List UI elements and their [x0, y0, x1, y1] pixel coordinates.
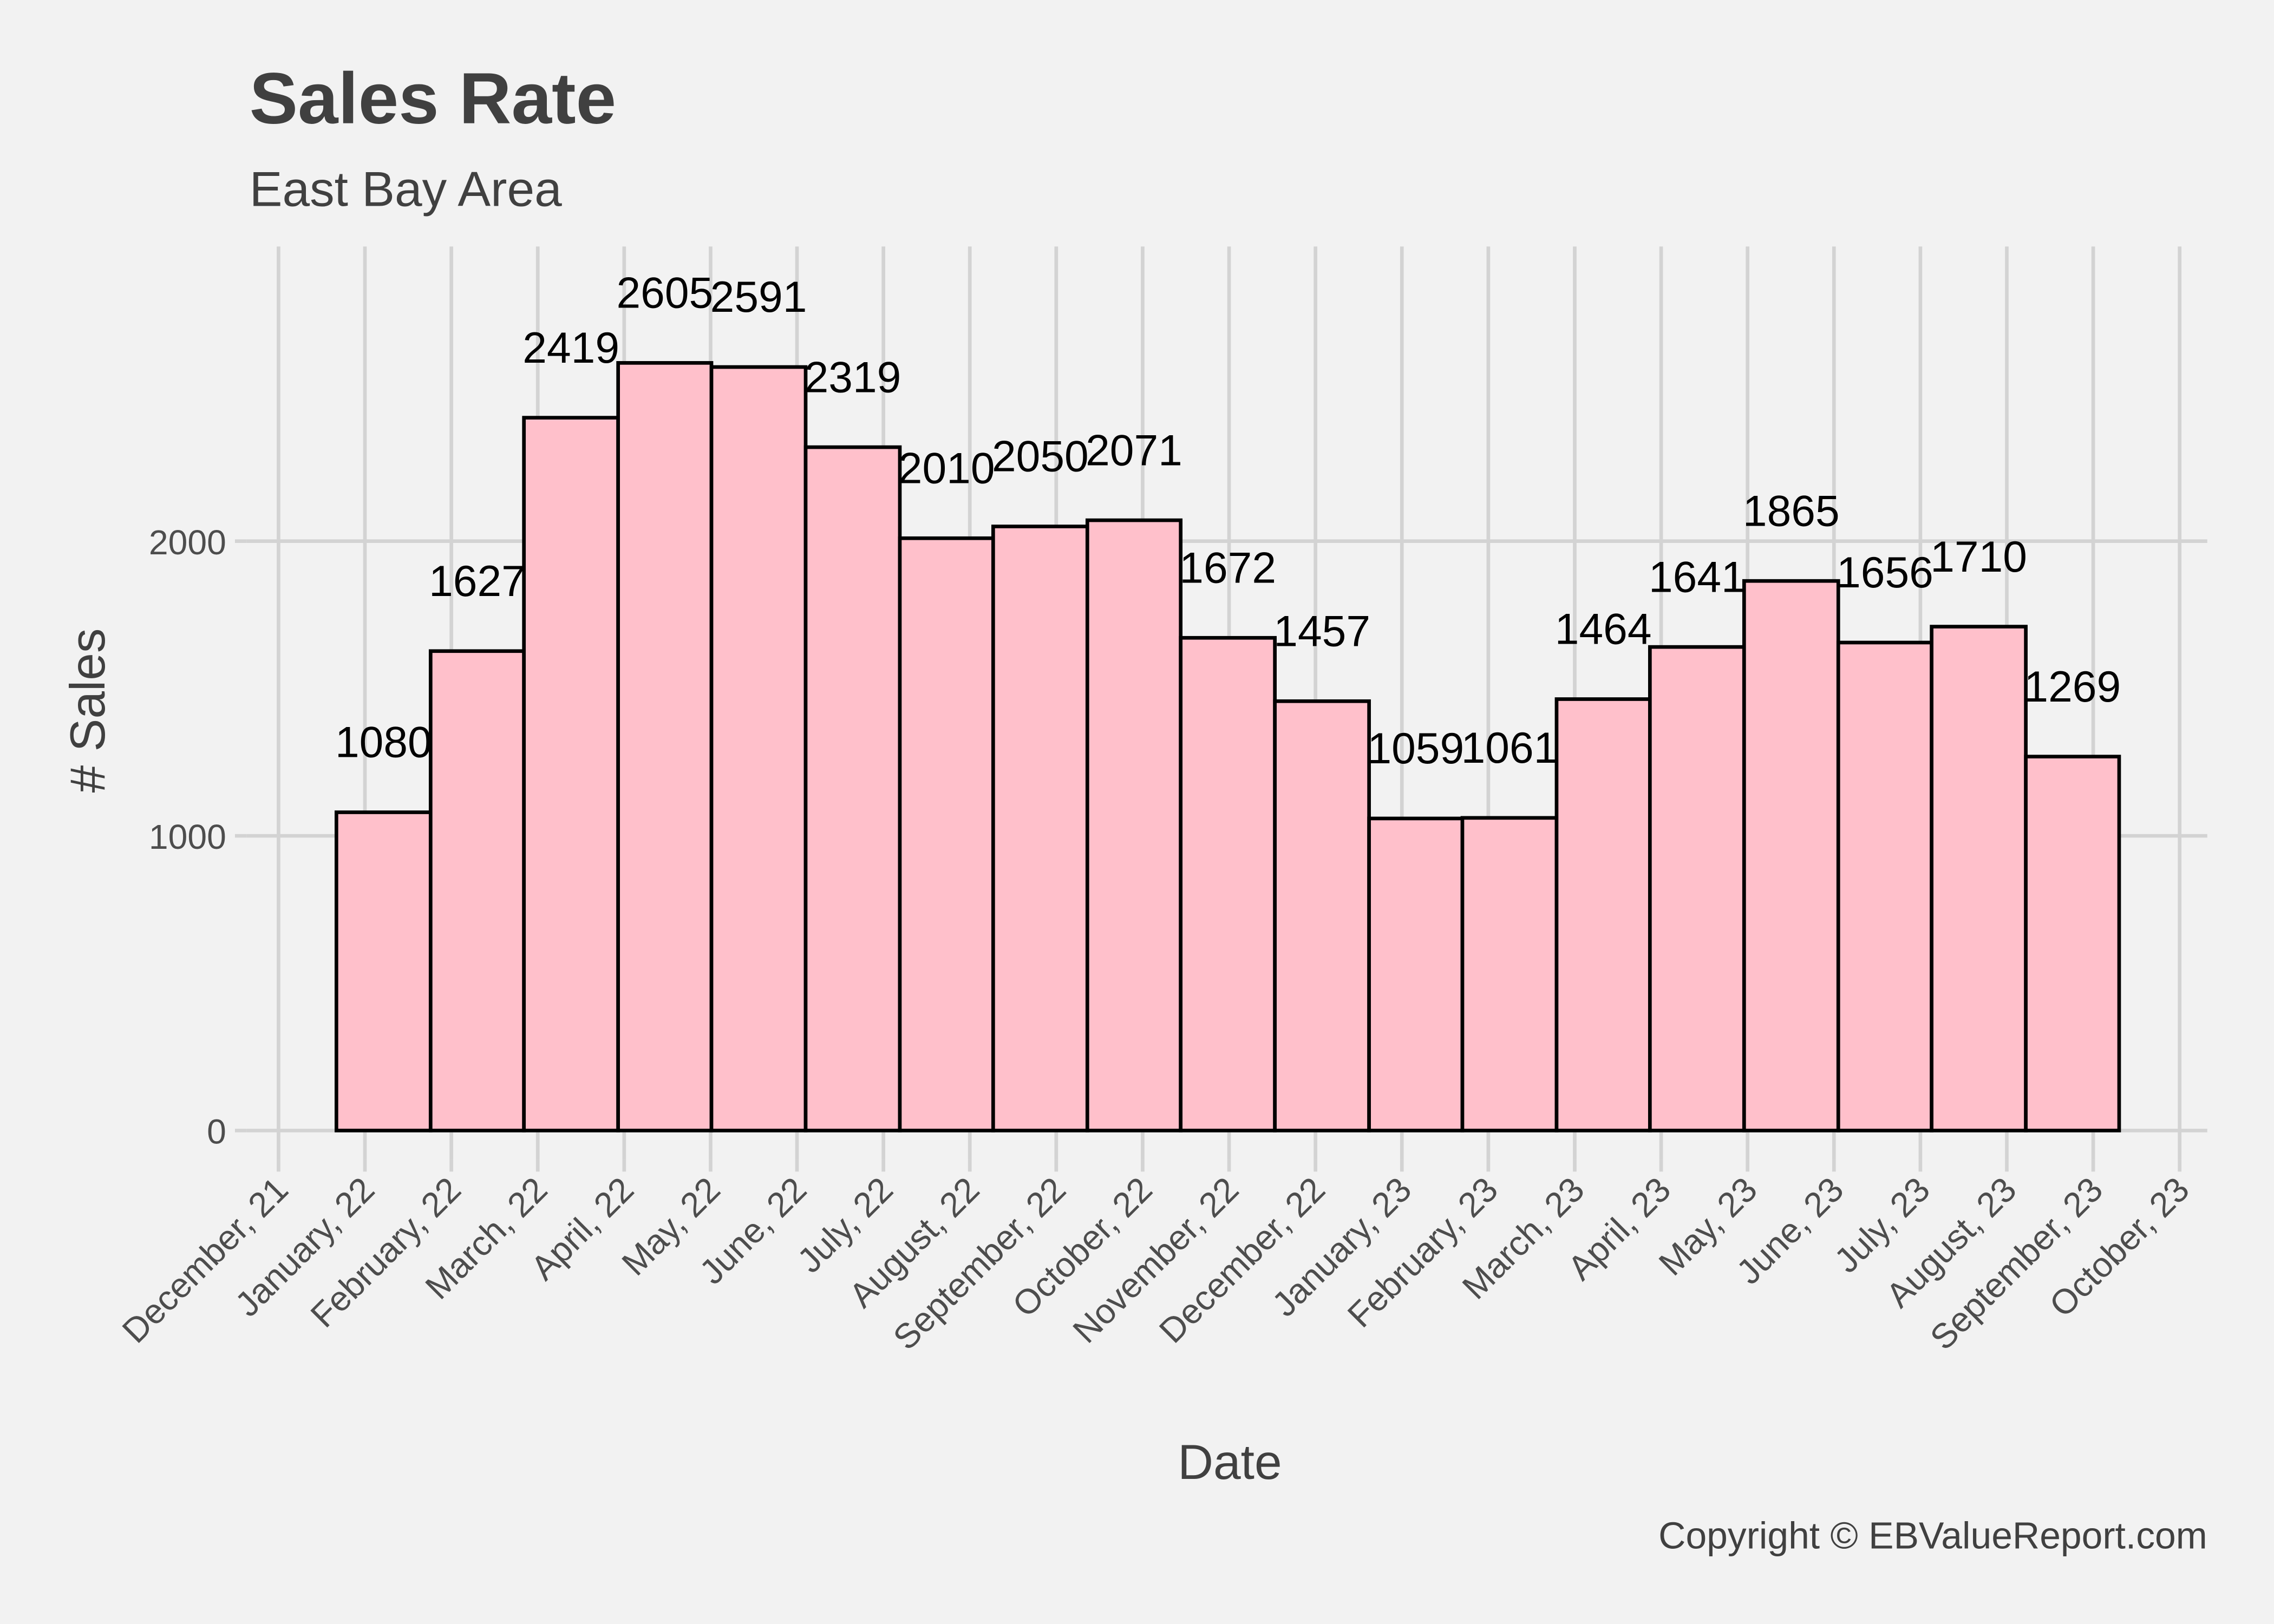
bar: [1930, 625, 2028, 1132]
bar: [1085, 518, 1183, 1132]
data-label: 2010: [898, 444, 995, 493]
bar: [709, 365, 808, 1132]
bar: [803, 445, 902, 1132]
bar: [898, 536, 995, 1132]
y-tick-label: 1000: [149, 817, 226, 856]
bar: [991, 525, 1089, 1132]
data-label: 1080: [335, 718, 432, 767]
y-tick-label: 2000: [149, 523, 226, 562]
data-label: 1656: [1837, 548, 1933, 597]
data-label: 2591: [710, 273, 807, 322]
data-label: 2605: [616, 269, 713, 318]
y-tick-label: 0: [207, 1112, 226, 1151]
bar: [1367, 816, 1465, 1132]
data-label: 2319: [805, 353, 901, 402]
chart-title: Sales Rate: [250, 58, 616, 139]
bars: [334, 361, 2121, 1132]
data-label: 2071: [1086, 426, 1182, 475]
chart-subtitle: East Bay Area: [250, 162, 562, 217]
bar: [1836, 640, 1933, 1132]
data-label: 1464: [1555, 605, 1652, 654]
data-label: 1061: [1461, 724, 1558, 772]
data-label: 1641: [1649, 553, 1746, 601]
data-label: 1627: [429, 557, 526, 606]
caption: Copyright © EBValueReport.com: [1658, 1515, 2207, 1557]
y-axis-title: # Sales: [61, 628, 115, 793]
bar: [1742, 579, 1840, 1132]
bar: [1273, 699, 1371, 1132]
bar: [522, 416, 620, 1132]
data-label: 2050: [992, 433, 1089, 481]
bar: [1648, 645, 1746, 1132]
bar: [1460, 816, 1559, 1132]
data-label: 1865: [1743, 487, 1840, 535]
data-label: 1269: [2024, 663, 2121, 711]
data-label: 1059: [1367, 724, 1464, 773]
bar: [1179, 636, 1277, 1132]
bar: [428, 649, 526, 1132]
data-label: 1710: [1930, 533, 2027, 581]
x-axis-title: Date: [1178, 1435, 1282, 1490]
bar: [2024, 755, 2121, 1132]
bar: [1554, 697, 1652, 1132]
data-label: 1672: [1179, 543, 1276, 592]
data-label: 2419: [522, 324, 619, 372]
bar: [616, 361, 714, 1132]
bar: [334, 810, 433, 1132]
data-label: 1457: [1273, 607, 1370, 656]
